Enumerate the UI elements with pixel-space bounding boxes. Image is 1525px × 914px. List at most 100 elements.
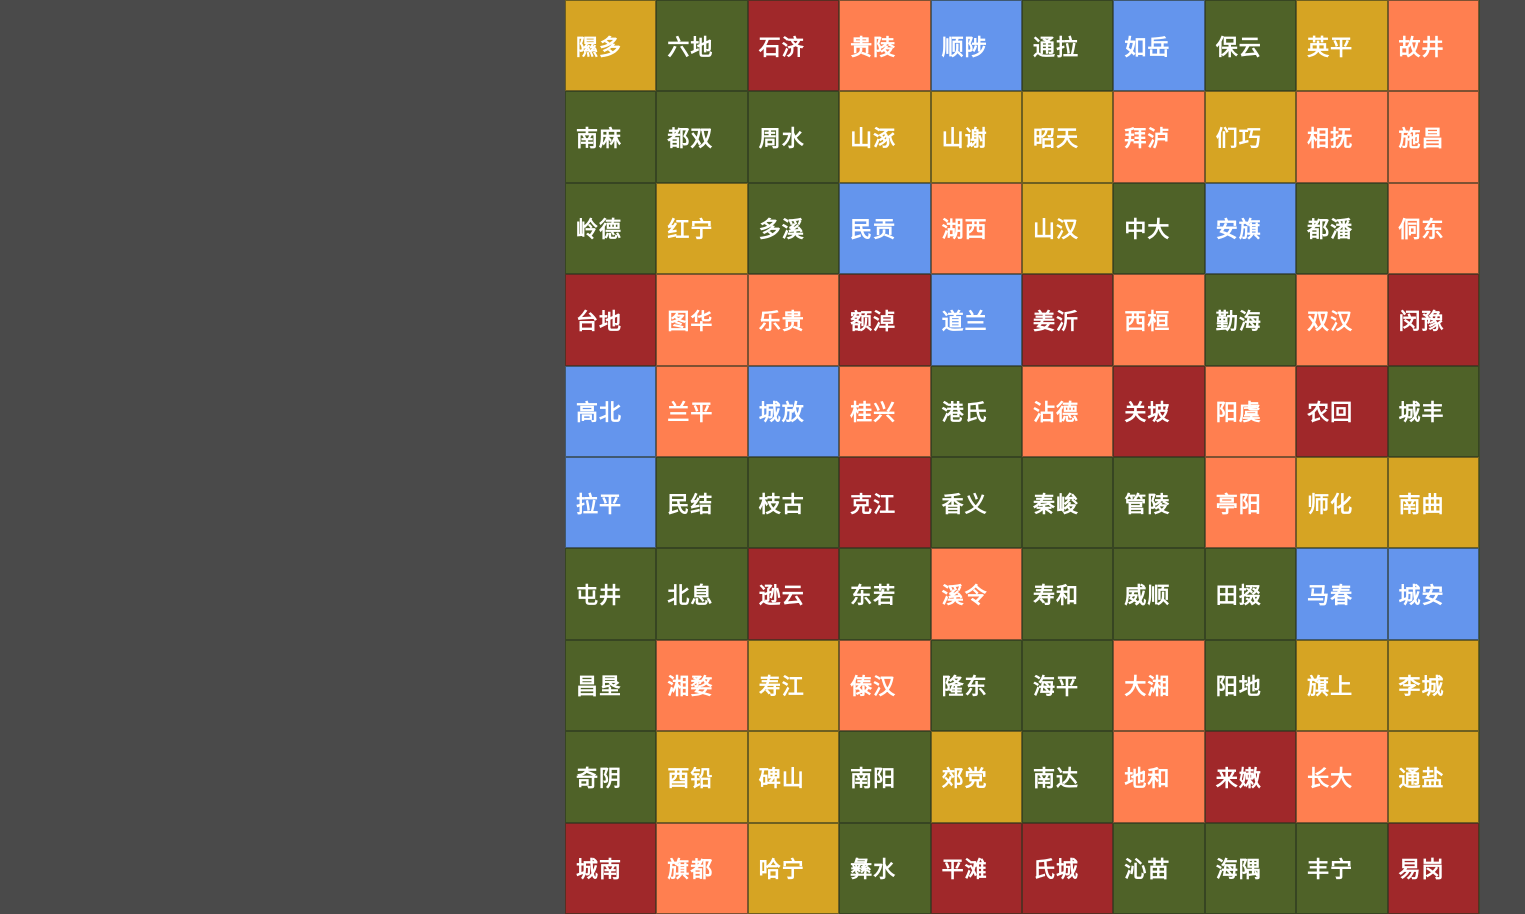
tile[interactable]: 图华 <box>656 274 748 366</box>
tile[interactable]: 隰多 <box>565 0 657 92</box>
tile[interactable]: 昌垦 <box>565 639 657 732</box>
tile[interactable]: 红宁 <box>656 182 748 275</box>
tile[interactable]: 阳虞 <box>1204 365 1297 457</box>
tile[interactable]: 哈宁 <box>747 822 840 914</box>
tile[interactable]: 勤海 <box>1204 274 1297 366</box>
tile[interactable]: 昭天 <box>1021 91 1114 183</box>
tile[interactable]: 平滩 <box>930 822 1022 914</box>
tile[interactable]: 氏城 <box>1021 822 1114 914</box>
tile[interactable]: 拉平 <box>565 456 657 549</box>
tile[interactable]: 们巧 <box>1204 91 1297 183</box>
tile[interactable]: 顺陟 <box>930 0 1022 92</box>
tile[interactable]: 南麻 <box>565 91 657 183</box>
tile[interactable]: 双汉 <box>1296 274 1388 366</box>
tile[interactable]: 港氏 <box>930 365 1022 457</box>
tile[interactable]: 李城 <box>1387 639 1479 732</box>
tile[interactable]: 英平 <box>1296 0 1388 92</box>
tile[interactable]: 溪令 <box>930 548 1022 640</box>
tile[interactable]: 北息 <box>656 548 748 640</box>
tile[interactable]: 南阳 <box>839 731 931 823</box>
tile[interactable]: 逊云 <box>747 548 840 640</box>
tile[interactable]: 保云 <box>1204 0 1297 92</box>
tile[interactable]: 酉铅 <box>656 731 748 823</box>
tile[interactable]: 隆东 <box>930 639 1022 732</box>
tile[interactable]: 台地 <box>565 274 657 366</box>
tile[interactable]: 南达 <box>1021 731 1114 823</box>
tile[interactable]: 湖西 <box>930 182 1022 275</box>
tile[interactable]: 马春 <box>1296 548 1388 640</box>
tile[interactable]: 乐贵 <box>747 274 840 366</box>
tile[interactable]: 中大 <box>1113 182 1205 275</box>
tile[interactable]: 关坡 <box>1113 365 1205 457</box>
tile[interactable]: 长大 <box>1296 731 1388 823</box>
tile[interactable]: 兰平 <box>656 365 748 457</box>
tile[interactable]: 周水 <box>747 91 840 183</box>
tile[interactable]: 南曲 <box>1387 456 1479 549</box>
tile[interactable]: 香义 <box>930 456 1022 549</box>
tile[interactable]: 城南 <box>565 822 657 914</box>
tile[interactable]: 海平 <box>1021 639 1114 732</box>
tile[interactable]: 民贡 <box>839 182 931 275</box>
tile[interactable]: 奇阴 <box>565 731 657 823</box>
tile[interactable]: 山涿 <box>839 91 931 183</box>
tile[interactable]: 亭阳 <box>1204 456 1297 549</box>
tile[interactable]: 湘婺 <box>656 639 748 732</box>
tile[interactable]: 通盐 <box>1387 731 1479 823</box>
tile[interactable]: 郊党 <box>930 731 1022 823</box>
tile[interactable]: 姜沂 <box>1021 274 1114 366</box>
tile[interactable]: 相抚 <box>1296 91 1388 183</box>
tile[interactable]: 如岳 <box>1113 0 1205 92</box>
tile[interactable]: 高北 <box>565 365 657 457</box>
tile[interactable]: 桂兴 <box>839 365 931 457</box>
tile[interactable]: 道兰 <box>930 274 1022 366</box>
tile[interactable]: 屯井 <box>565 548 657 640</box>
tile[interactable]: 丰宁 <box>1296 822 1388 914</box>
tile[interactable]: 田掇 <box>1204 548 1297 640</box>
tile[interactable]: 大湘 <box>1113 639 1205 732</box>
tile[interactable]: 都潘 <box>1296 182 1388 275</box>
tile[interactable]: 沁苗 <box>1113 822 1205 914</box>
tile[interactable]: 闵豫 <box>1387 274 1479 366</box>
tile[interactable]: 西桓 <box>1113 274 1205 366</box>
tile[interactable]: 易岗 <box>1387 822 1479 914</box>
tile[interactable]: 都双 <box>656 91 748 183</box>
tile[interactable]: 沾德 <box>1021 365 1114 457</box>
tile[interactable]: 来嫩 <box>1204 731 1297 823</box>
tile[interactable]: 海隅 <box>1204 822 1297 914</box>
tile[interactable]: 通拉 <box>1021 0 1114 92</box>
tile[interactable]: 寿江 <box>747 639 840 732</box>
tile[interactable]: 傣汉 <box>839 639 931 732</box>
tile[interactable]: 山谢 <box>930 91 1022 183</box>
tile[interactable]: 岭德 <box>565 182 657 275</box>
tile[interactable]: 贵陵 <box>839 0 931 92</box>
tile[interactable]: 碑山 <box>747 731 840 823</box>
tile[interactable]: 民结 <box>656 456 748 549</box>
tile[interactable]: 安旗 <box>1204 182 1297 275</box>
tile[interactable]: 城安 <box>1387 548 1479 640</box>
tile[interactable]: 寿和 <box>1021 548 1114 640</box>
tile[interactable]: 拜泸 <box>1113 91 1205 183</box>
tile[interactable]: 秦峻 <box>1021 456 1114 549</box>
tile[interactable]: 六地 <box>656 0 748 92</box>
tile[interactable]: 山汉 <box>1021 182 1114 275</box>
tile[interactable]: 克江 <box>839 456 931 549</box>
tile[interactable]: 额淖 <box>839 274 931 366</box>
tile[interactable]: 城放 <box>747 365 840 457</box>
tile[interactable]: 阳地 <box>1204 639 1297 732</box>
tile[interactable]: 农回 <box>1296 365 1388 457</box>
tile[interactable]: 侗东 <box>1387 182 1479 275</box>
tile[interactable]: 多溪 <box>747 182 840 275</box>
tile[interactable]: 石济 <box>747 0 840 92</box>
tile[interactable]: 旗都 <box>656 822 748 914</box>
tile[interactable]: 威顺 <box>1113 548 1205 640</box>
tile[interactable]: 地和 <box>1113 731 1205 823</box>
tile[interactable]: 旗上 <box>1296 639 1388 732</box>
tile[interactable]: 彝水 <box>839 822 931 914</box>
tile[interactable]: 施昌 <box>1387 91 1479 183</box>
tile[interactable]: 故井 <box>1387 0 1479 92</box>
tile[interactable]: 城丰 <box>1387 365 1479 457</box>
tile[interactable]: 师化 <box>1296 456 1388 549</box>
tile[interactable]: 东若 <box>839 548 931 640</box>
tile[interactable]: 枝古 <box>747 456 840 549</box>
tile[interactable]: 管陵 <box>1113 456 1205 549</box>
